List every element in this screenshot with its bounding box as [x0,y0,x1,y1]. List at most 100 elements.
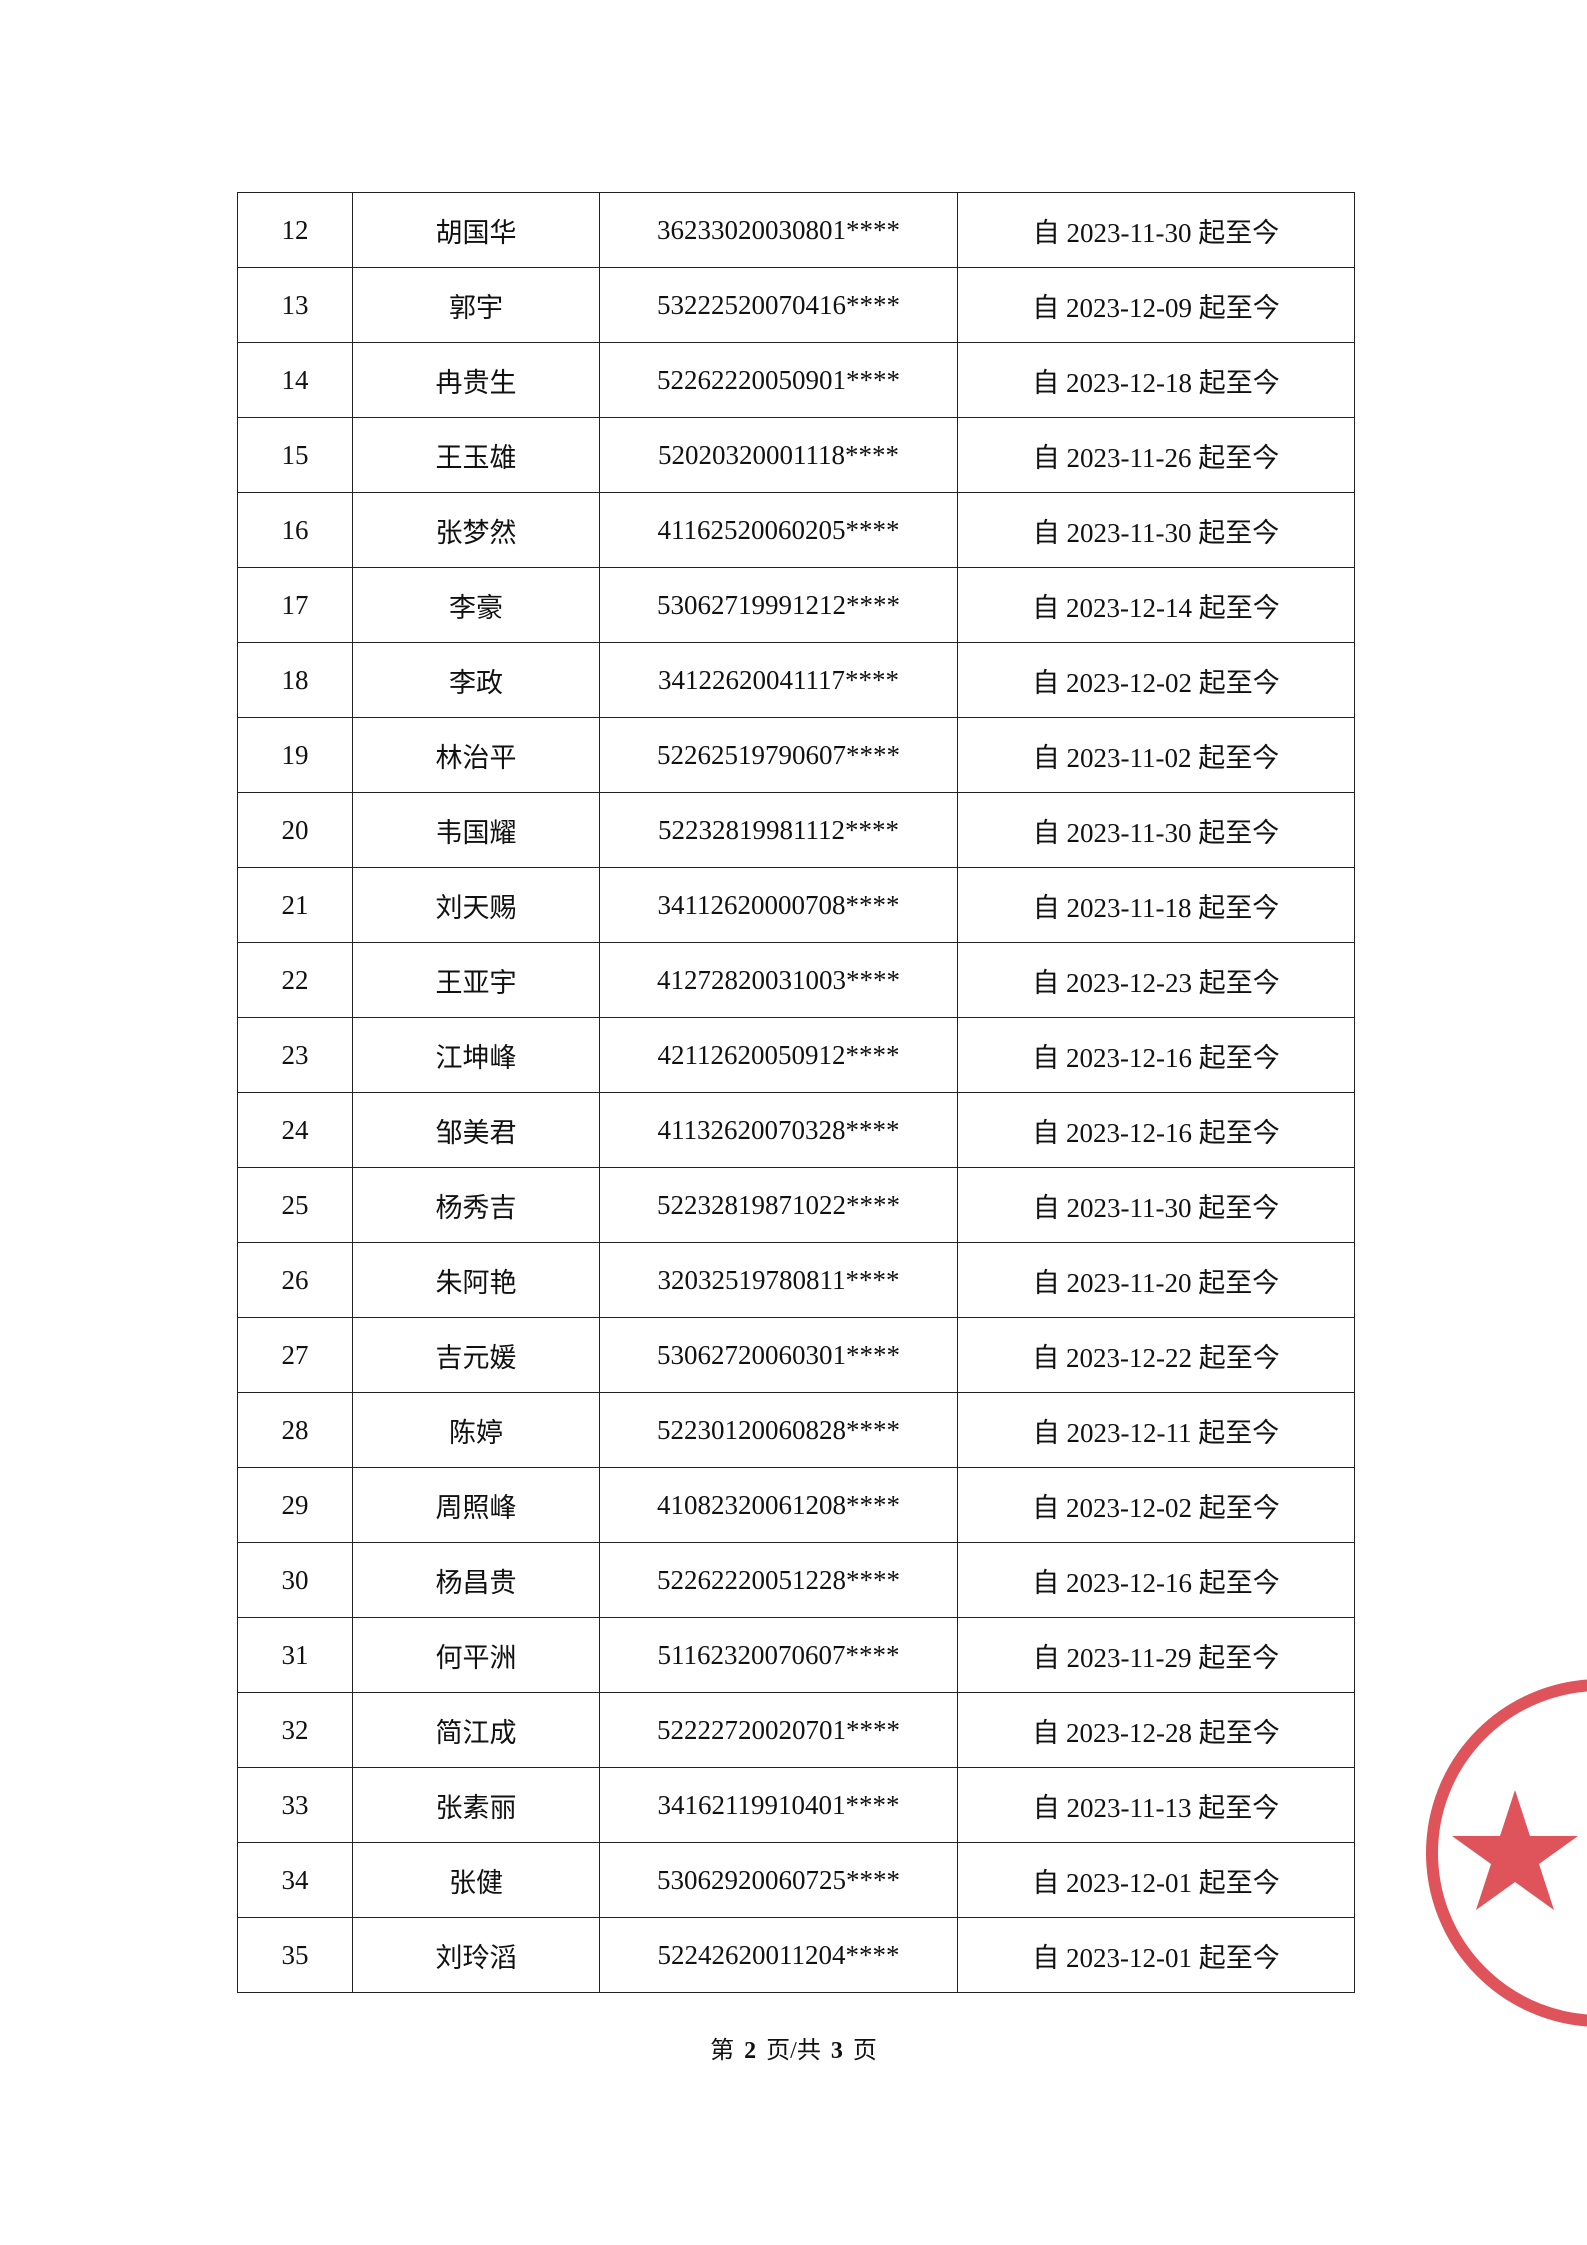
name: 冉贵生 [352,342,600,418]
page-footer: 第 2 页/共 3 页 [0,2030,1587,2065]
date-range: 自 2023-12-11 起至今 [957,1392,1355,1468]
table-row: 33 张素丽 34162119910401**** 自 2023-11-13 起至今 [237,1767,1355,1843]
row-number: 14 [237,342,353,418]
row-number: 32 [237,1692,353,1768]
id-number: 41162520060205**** [599,492,958,568]
table-row: 21 刘天赐 34112620000708**** 自 2023-11-18 起至今 [237,867,1355,943]
name: 简江成 [352,1692,600,1768]
id-number: 53062920060725**** [599,1842,958,1918]
page-total: 3 [830,2038,843,2064]
date-range: 自 2023-12-01 起至今 [957,1842,1355,1918]
table-row: 20 韦国耀 52232819981112**** 自 2023-11-30 起至今 [237,792,1355,868]
date-range: 自 2023-11-29 起至今 [957,1617,1355,1693]
date-range: 自 2023-12-14 起至今 [957,567,1355,643]
date-range: 自 2023-12-18 起至今 [957,342,1355,418]
row-number: 30 [237,1542,353,1618]
name: 李豪 [352,567,600,643]
id-number: 41272820031003**** [599,942,958,1018]
name: 江坤峰 [352,1017,600,1093]
footer-text: 页/共 [766,2038,821,2064]
row-number: 22 [237,942,353,1018]
date-range: 自 2023-12-16 起至今 [957,1017,1355,1093]
date-range: 自 2023-11-18 起至今 [957,867,1355,943]
name: 张梦然 [352,492,600,568]
table-row: 30 杨昌贵 52262220051228**** 自 2023-12-16 起至今 [237,1542,1355,1618]
table-row: 34 张健 53062920060725**** 自 2023-12-01 起至今 [237,1842,1355,1918]
table-row: 23 江坤峰 42112620050912**** 自 2023-12-16 起至今 [237,1017,1355,1093]
name: 王玉雄 [352,417,600,493]
date-range: 自 2023-11-30 起至今 [957,192,1355,268]
id-number: 53062719991212**** [599,567,958,643]
table-row: 29 周照峰 41082320061208**** 自 2023-12-02 起至今 [237,1467,1355,1543]
date-range: 自 2023-12-09 起至今 [957,267,1355,343]
row-number: 17 [237,567,353,643]
id-number: 34122620041117**** [599,642,958,718]
id-number: 52222720020701**** [599,1692,958,1768]
id-number: 32032519780811**** [599,1242,958,1318]
table-row: 14 冉贵生 52262220050901**** 自 2023-12-18 起至今 [237,342,1355,418]
name: 杨昌贵 [352,1542,600,1618]
row-number: 16 [237,492,353,568]
row-number: 34 [237,1842,353,1918]
name: 何平洲 [352,1617,600,1693]
table-row: 17 李豪 53062719991212**** 自 2023-12-14 起至今 [237,567,1355,643]
row-number: 29 [237,1467,353,1543]
table-row: 19 林治平 52262519790607**** 自 2023-11-02 起至今 [237,717,1355,793]
name: 周照峰 [352,1467,600,1543]
id-number: 34162119910401**** [599,1767,958,1843]
name: 杨秀吉 [352,1167,600,1243]
name: 张素丽 [352,1767,600,1843]
seal-ring [1426,1679,1587,2027]
date-range: 自 2023-12-02 起至今 [957,642,1355,718]
name: 张健 [352,1842,600,1918]
id-number: 41132620070328**** [599,1092,958,1168]
row-number: 15 [237,417,353,493]
footer-text: 第 [710,2038,735,2064]
id-number: 53222520070416**** [599,267,958,343]
date-range: 自 2023-11-30 起至今 [957,1167,1355,1243]
name: 胡国华 [352,192,600,268]
name: 林治平 [352,717,600,793]
table: 12 胡国华 36233020030801**** 自 2023-11-30 起至今 1… [237,192,1355,1993]
date-range: 自 2023-12-16 起至今 [957,1542,1355,1618]
id-number: 52230120060828**** [599,1392,958,1468]
id-number: 36233020030801**** [599,192,958,268]
name: 李政 [352,642,600,718]
table-row: 28 陈婷 52230120060828**** 自 2023-12-11 起至今 [237,1392,1355,1468]
date-range: 自 2023-11-30 起至今 [957,492,1355,568]
row-number: 35 [237,1917,353,1993]
date-range: 自 2023-12-16 起至今 [957,1092,1355,1168]
id-number: 41082320061208**** [599,1467,958,1543]
name: 吉元媛 [352,1317,600,1393]
id-number: 52232819981112**** [599,792,958,868]
date-range: 自 2023-12-22 起至今 [957,1317,1355,1393]
table-row: 31 何平洲 51162320070607**** 自 2023-11-29 起至今 [237,1617,1355,1693]
row-number: 20 [237,792,353,868]
date-range: 自 2023-11-02 起至今 [957,717,1355,793]
name: 邹美君 [352,1092,600,1168]
table-row: 35 刘玲滔 52242620011204**** 自 2023-12-01 起至今 [237,1917,1355,1993]
name: 王亚宇 [352,942,600,1018]
seal-star [1452,1790,1578,1910]
name: 刘玲滔 [352,1917,600,1993]
row-number: 24 [237,1092,353,1168]
id-number: 52242620011204**** [599,1917,958,1993]
table-row: 16 张梦然 41162520060205**** 自 2023-11-30 起至今 [237,492,1355,568]
date-range: 自 2023-12-02 起至今 [957,1467,1355,1543]
id-number: 34112620000708**** [599,867,958,943]
table-row: 27 吉元媛 53062720060301**** 自 2023-12-22 起至今 [237,1317,1355,1393]
id-number: 52232819871022**** [599,1167,958,1243]
table-row: 24 邹美君 41132620070328**** 自 2023-12-16 起至今 [237,1092,1355,1168]
table-row: 12 胡国华 36233020030801**** 自 2023-11-30 起至今 [237,192,1355,268]
id-number: 53062720060301**** [599,1317,958,1393]
date-range: 自 2023-12-01 起至今 [957,1917,1355,1993]
name: 韦国耀 [352,792,600,868]
row-number: 33 [237,1767,353,1843]
row-number: 25 [237,1167,353,1243]
row-number: 19 [237,717,353,793]
row-number: 13 [237,267,353,343]
id-number: 52262220050901**** [599,342,958,418]
id-number: 51162320070607**** [599,1617,958,1693]
table-row: 25 杨秀吉 52232819871022**** 自 2023-11-30 起至今 [237,1167,1355,1243]
row-number: 26 [237,1242,353,1318]
